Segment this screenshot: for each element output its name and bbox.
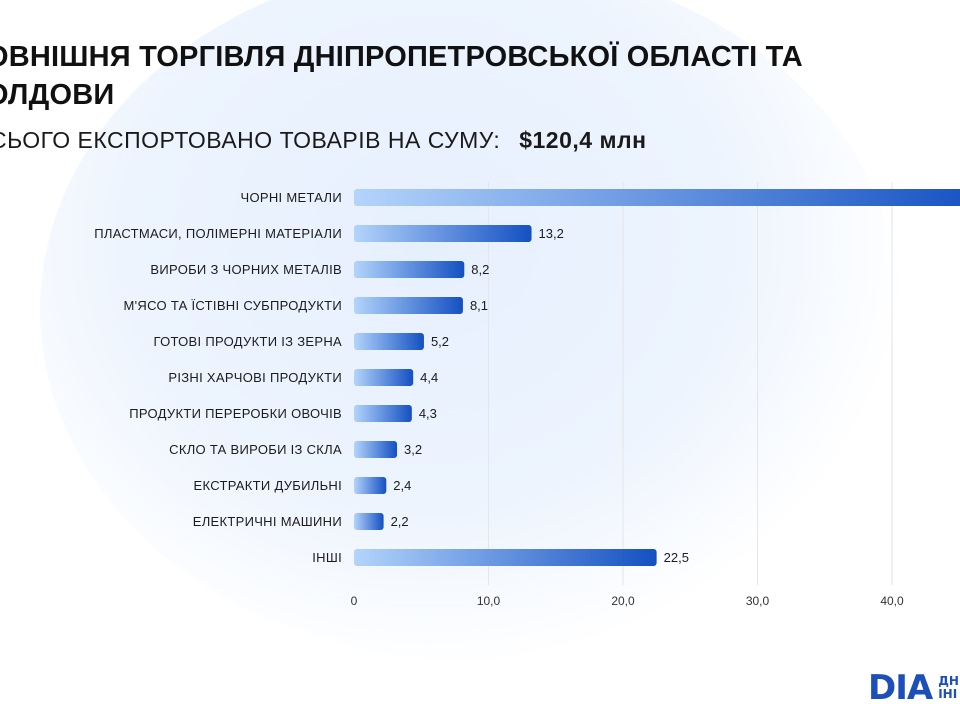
value-label: 4,4 (420, 370, 438, 385)
value-label: 5,2 (431, 334, 449, 349)
logo-text-line-1: ДН (938, 674, 959, 688)
value-label: 8,1 (470, 298, 488, 313)
category-label: РІЗНІ ХАРЧОВІ ПРОДУКТИ (168, 370, 342, 385)
value-label: 3,2 (404, 442, 422, 457)
category-label: ІНШІ (312, 550, 342, 565)
category-label: ПРОДУКТИ ПЕРЕРОБКИ ОВОЧІВ (129, 406, 342, 421)
title-line-2: ОЛДОВИ (0, 79, 115, 111)
category-label: М'ЯСО ТА ЇСТІВНІ СУБПРОДУКТИ (124, 298, 343, 313)
x-tick-label: 30,0 (746, 594, 770, 608)
bar (354, 297, 463, 314)
logo-mark: DIA (868, 668, 933, 708)
label-layer: ЧОРНІ МЕТАЛИ ПЛАСТМАСИ, ПОЛІМЕРНІ МАТЕРІА… (94, 190, 689, 565)
page-title: ОВНІШНЯ ТОРГІВЛЯ ДНІПРОПЕТРОВСЬКОЇ ОБЛАС… (0, 38, 960, 114)
bar (354, 225, 532, 242)
value-label: 2,2 (391, 514, 409, 529)
dia-logo: DIA ДН ІНІ (868, 668, 959, 708)
logo-text-line-2: ІНІ (938, 687, 958, 701)
category-label: ЕЛЕКТРИЧНІ МАШИНИ (193, 514, 342, 529)
grid-layer (488, 182, 893, 585)
bar (354, 333, 424, 350)
category-label: ЧОРНІ МЕТАЛИ (241, 190, 343, 205)
bar (354, 189, 960, 206)
x-axis-ticks: 0 10,0 20,0 30,0 40,0 (351, 594, 904, 608)
export-total-amount: $120,4 млн (519, 127, 647, 153)
x-tick-label: 40,0 (880, 594, 904, 608)
category-label: СКЛО ТА ВИРОБИ ІЗ СКЛА (169, 442, 342, 457)
value-label: 2,4 (393, 478, 411, 493)
export-summary: СЬОГО ЕКСПОРТОВАНО ТОВАРІВ НА СУМУ: $120… (0, 127, 646, 154)
value-label: 4,3 (419, 406, 437, 421)
bar (354, 405, 412, 422)
title-line-1: ОВНІШНЯ ТОРГІВЛЯ ДНІПРОПЕТРОВСЬКОЇ ОБЛАС… (0, 41, 803, 73)
category-label: ЕКСТРАКТИ ДУБИЛЬНІ (194, 478, 342, 493)
x-tick-label: 0 (351, 594, 358, 608)
category-label: ВИРОБИ З ЧОРНИХ МЕТАЛІВ (150, 262, 342, 277)
export-summary-label: СЬОГО ЕКСПОРТОВАНО ТОВАРІВ НА СУМУ: (0, 127, 501, 153)
x-tick-label: 20,0 (611, 594, 635, 608)
bar (354, 477, 387, 494)
category-label: ГОТОВІ ПРОДУКТИ ІЗ ЗЕРНА (153, 334, 342, 349)
bar (354, 513, 384, 530)
bar (354, 261, 465, 278)
value-label: 13,2 (539, 226, 564, 241)
category-label: ПЛАСТМАСИ, ПОЛІМЕРНІ МАТЕРІАЛИ (94, 226, 342, 241)
logo-text: ДН ІНІ (938, 675, 959, 701)
bar (354, 441, 398, 458)
bar (354, 549, 657, 566)
value-label: 22,5 (664, 550, 689, 565)
x-tick-label: 10,0 (477, 594, 501, 608)
bar (354, 369, 414, 386)
value-label: 8,2 (471, 262, 489, 277)
bar-layer (354, 189, 960, 566)
